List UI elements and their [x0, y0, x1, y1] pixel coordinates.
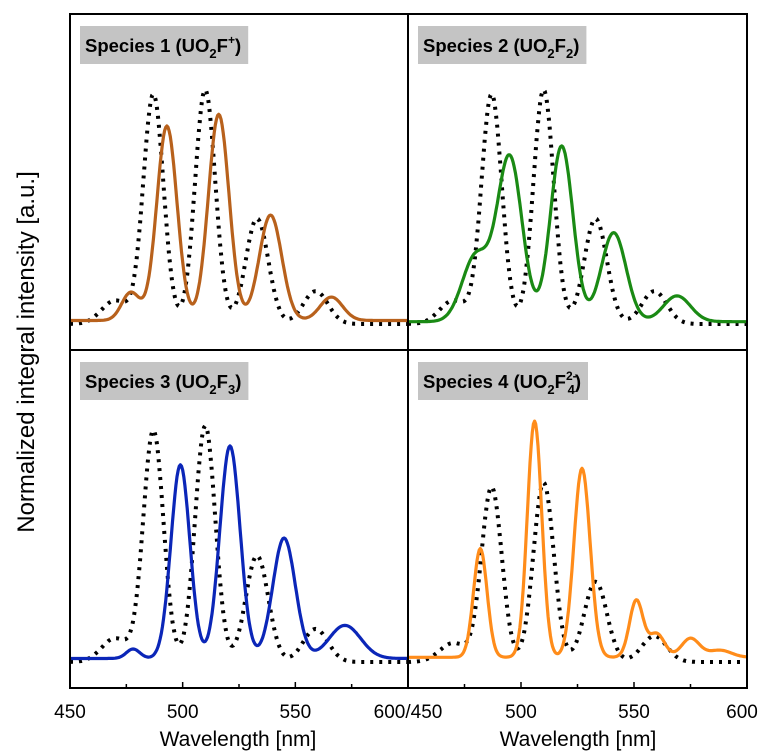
title-suffix: ) — [235, 371, 241, 392]
species-line-4 — [409, 419, 746, 659]
panel-title-text: Species 1 (UO2F+) — [85, 33, 241, 61]
y-axis-label: Normalized integral intensity [a.u.] — [13, 171, 40, 533]
panel-title-3: Species 3 (UO2F3) — [80, 362, 249, 400]
panel-2: Species 2 (UO2F2) — [409, 26, 746, 326]
title-element: F — [555, 35, 566, 56]
title-element: F — [217, 35, 228, 56]
title-badge — [80, 362, 249, 400]
title-superscript: 2- — [566, 369, 577, 383]
x-axis-label-left: Wavelength [nm] — [160, 728, 317, 751]
title-subscript: 2 — [547, 382, 554, 397]
panel-title-1: Species 1 (UO2F+) — [80, 26, 249, 64]
panel-3-curves — [71, 422, 407, 664]
title-badge — [80, 26, 249, 64]
x-tick-label-right: 550 — [618, 702, 650, 723]
x-tick-label-left: 600/450 — [374, 702, 443, 723]
title-suffix: ) — [575, 371, 581, 392]
x-tick-label-left: 450 — [54, 702, 86, 723]
title-prefix: Species 4 (UO — [423, 371, 547, 392]
title-subscript: 2 — [209, 46, 216, 61]
panel-frames — [69, 13, 748, 689]
title-suffix: ) — [573, 35, 579, 56]
x-tick-label-left: 500 — [167, 702, 199, 723]
species-line-1 — [71, 112, 407, 323]
title-subscript: 4 — [568, 382, 576, 397]
x-tick-label-left: 550 — [279, 702, 311, 723]
x-axis-label-right: Wavelength [nm] — [500, 728, 657, 751]
panel-1: Species 1 (UO2F+) — [71, 26, 407, 326]
reference-line-3 — [71, 422, 407, 664]
species-line-2 — [409, 144, 746, 324]
title-element: F — [217, 371, 228, 392]
panel-title-text: Species 2 (UO2F2) — [423, 35, 579, 61]
title-badge — [418, 26, 587, 64]
panel-title-text: Species 4 (UO2F2-4) — [423, 369, 581, 397]
panel-title-2: Species 2 (UO2F2) — [418, 26, 587, 64]
panel-3: Species 3 (UO2F3) — [71, 362, 407, 664]
x-axis: 450 500 550 600/450 500 550 600 — [54, 682, 758, 723]
title-superscript: + — [228, 33, 235, 47]
title-element: F — [555, 371, 566, 392]
panels-group: Species 1 (UO2F+) Species 2 (UO2F2)Specie… — [71, 26, 746, 664]
panel-title-4: Species 4 (UO2F2-4) — [418, 362, 588, 400]
x-tick-label-right: 500 — [505, 702, 537, 723]
panel-title-text: Species 3 (UO2F3) — [85, 371, 241, 397]
title-subscript: 2 — [566, 46, 573, 61]
panel-1-curves — [71, 86, 407, 326]
panel-4-curves — [409, 419, 746, 664]
title-subscript: 3 — [228, 382, 235, 397]
species-line-3 — [71, 444, 407, 661]
title-badge — [418, 362, 588, 400]
title-prefix: Species 3 (UO — [85, 371, 209, 392]
x-tick-label-right: 600 — [726, 702, 758, 723]
reference-line-2 — [409, 86, 746, 326]
title-prefix: Species 1 (UO — [85, 35, 209, 56]
panel-4: Species 4 (UO2F2-4) — [409, 362, 746, 664]
title-suffix: ) — [235, 35, 241, 56]
title-subscript: 2 — [547, 46, 554, 61]
title-subscript: 2 — [209, 382, 216, 397]
title-prefix: Species 2 (UO — [423, 35, 547, 56]
panel-2-curves — [409, 86, 746, 326]
